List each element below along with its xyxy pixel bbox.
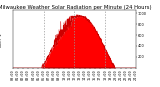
Title: Milwaukee Weather Solar Radiation per Minute (24 Hours): Milwaukee Weather Solar Radiation per Mi… [0,5,151,10]
Text: kw/m^2: kw/m^2 [0,32,3,47]
